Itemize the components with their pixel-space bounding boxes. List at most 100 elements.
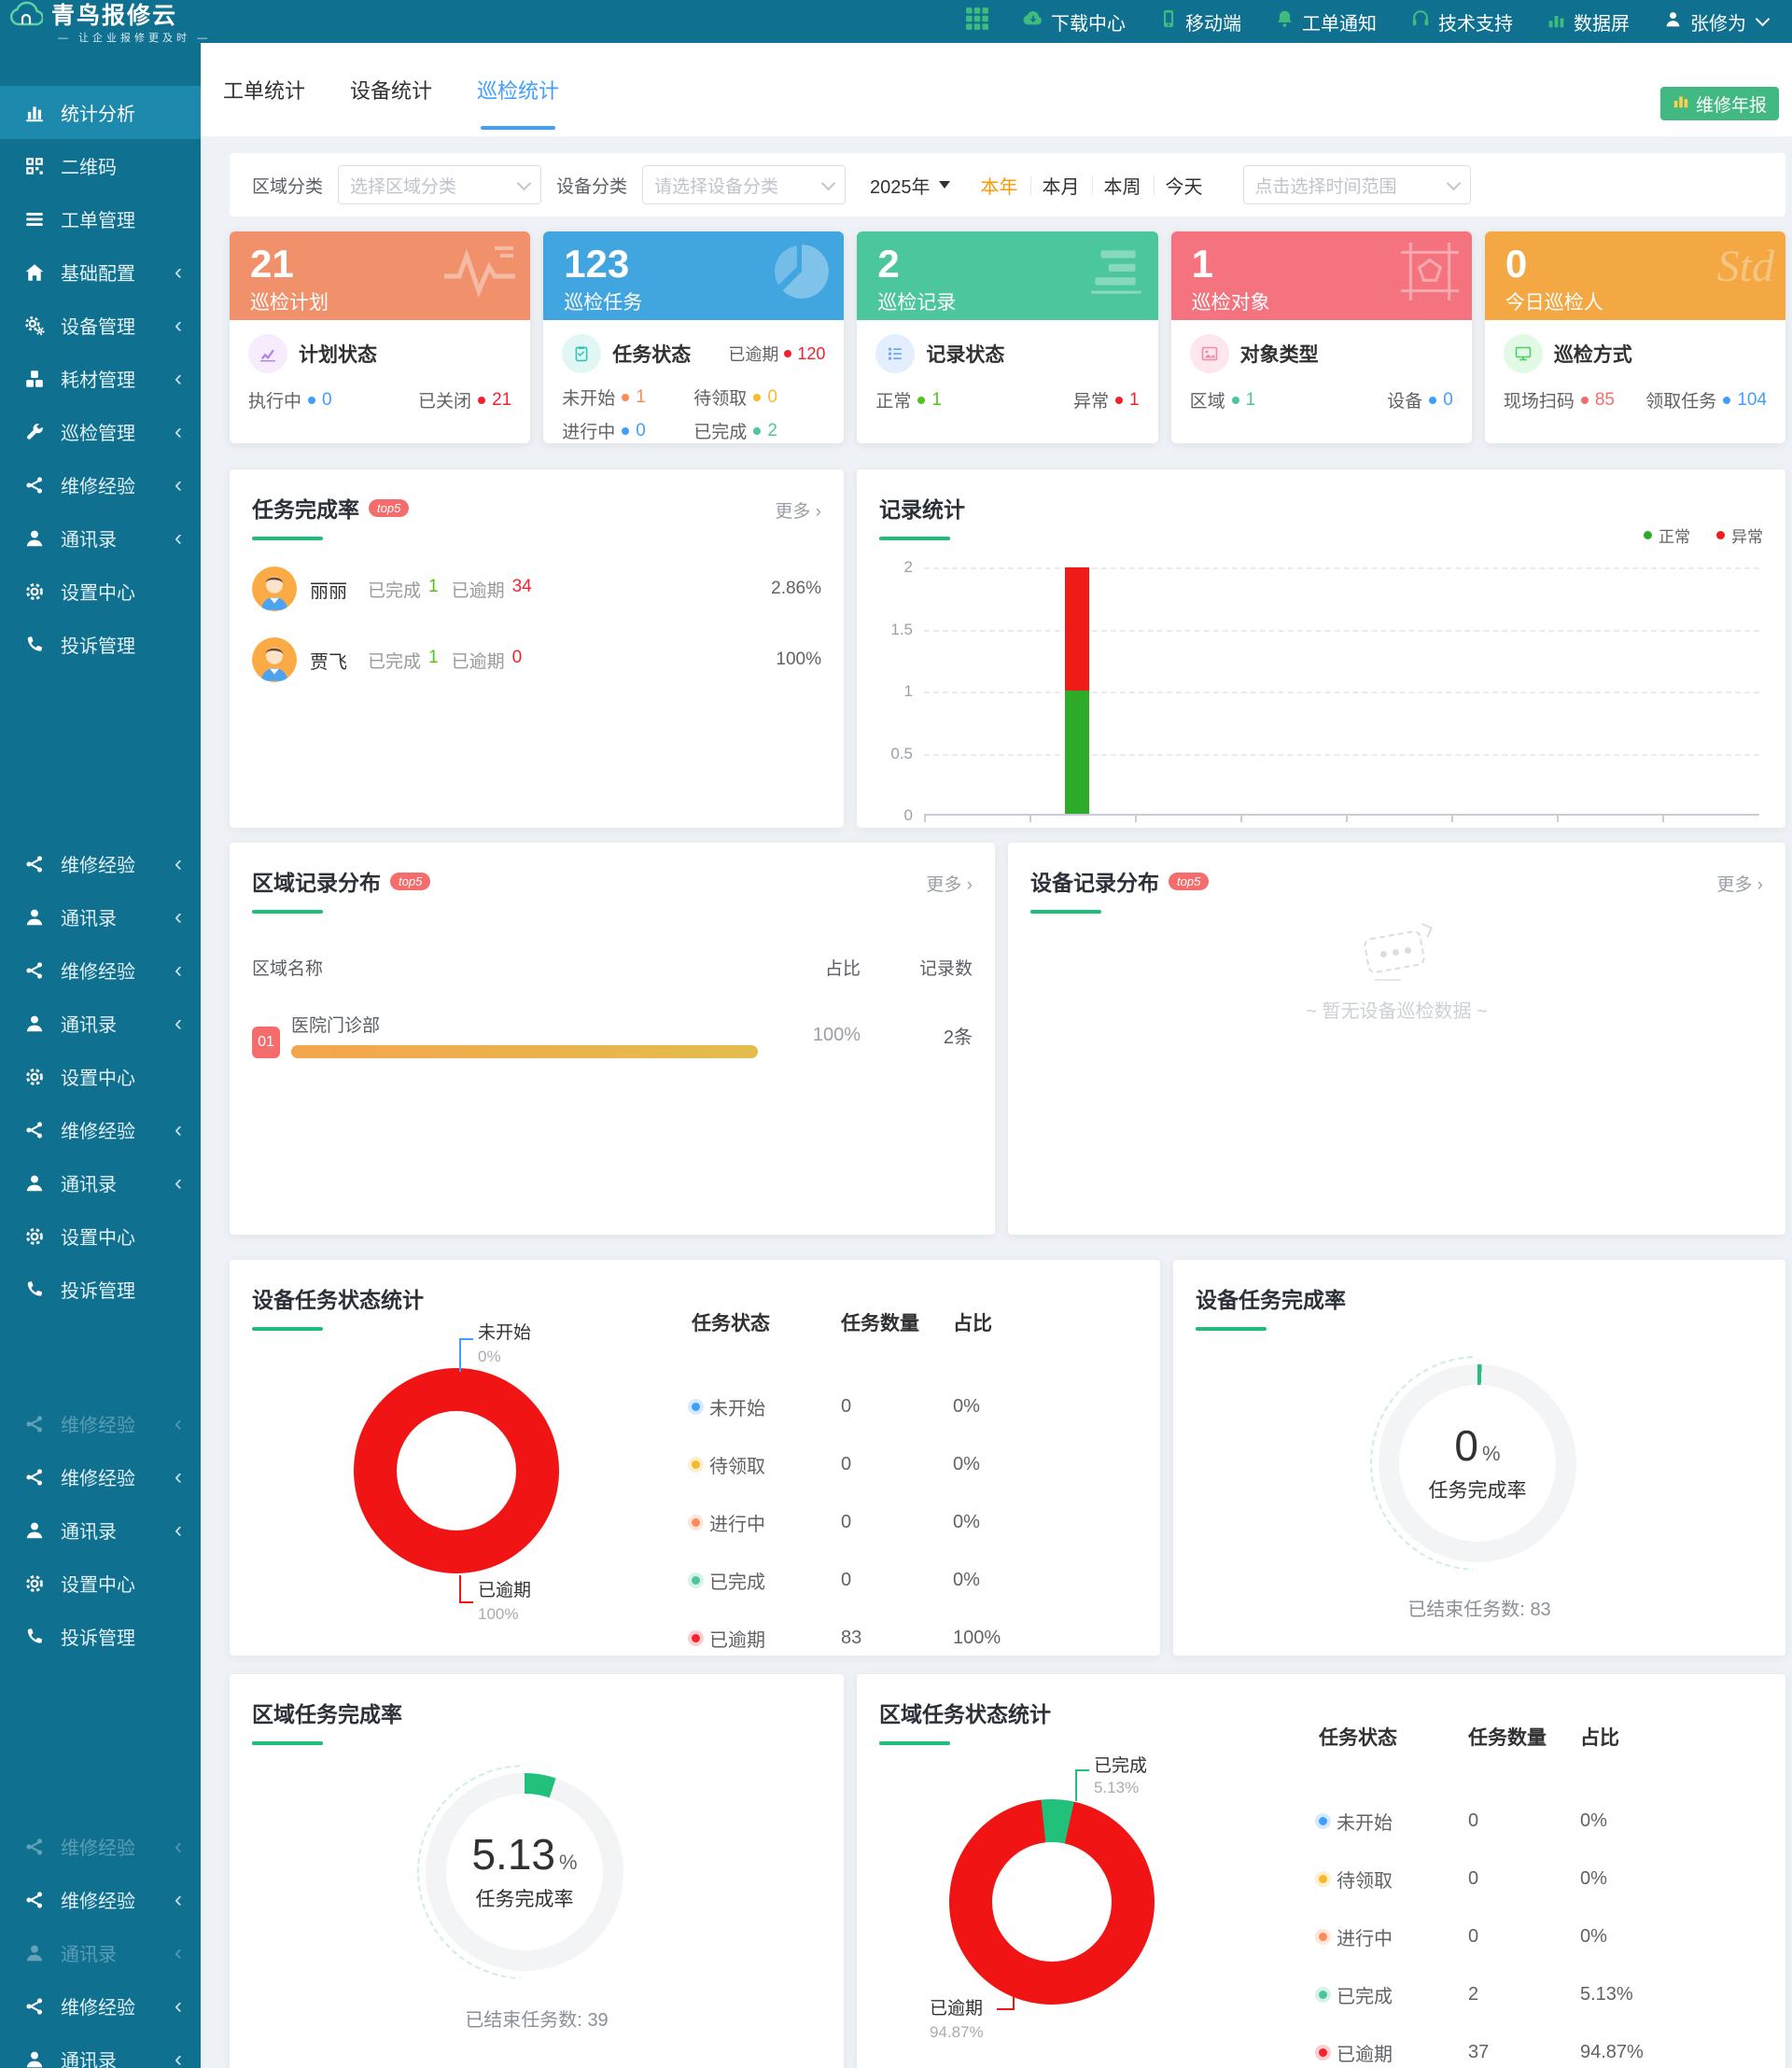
user-menu[interactable]: 张修为 <box>1663 8 1771 35</box>
gauge-unit: % <box>1482 1442 1501 1465</box>
tab-workorder-stats[interactable]: 工单统计 <box>223 79 306 103</box>
sidebar-item-label: 维修经验 <box>61 1892 135 1912</box>
brand-logo[interactable]: 青鸟报修云 — 让企业报修更及时 — <box>0 0 289 44</box>
tab-device-stats[interactable]: 设备统计 <box>350 79 433 103</box>
sidebar-item-workorders[interactable]: 工单管理 <box>0 192 201 245</box>
caret-down-icon <box>938 181 950 189</box>
sidebar-item-repair-experience[interactable]: 维修经验 ‹ <box>0 1820 201 1873</box>
sidebar-item-label: 维修经验 <box>61 1416 135 1436</box>
legend-abnormal[interactable]: 异常 <box>1716 524 1763 547</box>
nav-label: 下载中心 <box>1051 13 1126 35</box>
device-category-select[interactable]: 请选择设备分类 <box>642 165 847 204</box>
device-task-donut[interactable] <box>354 1368 559 1573</box>
top-header: 青鸟报修云 — 让企业报修更及时 — 下载中心 移动端 工单通知 技术支持 <box>0 0 1792 44</box>
status-dot <box>1315 1813 1331 1829</box>
sidebar-item-contacts[interactable]: 通讯录 ‹ <box>0 1503 201 1557</box>
nav-label: 工单通知 <box>1302 13 1377 35</box>
sidebar-item-complaints[interactable]: 投诉管理 <box>0 1610 201 1663</box>
sidebar-item-contacts[interactable]: 通讯录 ‹ <box>0 890 201 943</box>
more-link[interactable]: 更多 › <box>1716 875 1763 895</box>
sidebar-item-complaints[interactable]: 投诉管理 <box>0 1263 201 1316</box>
nav-download-center[interactable]: 下载中心 <box>1023 8 1126 35</box>
status-dot <box>1315 1987 1331 2003</box>
sidebar-item-contacts[interactable]: 通讯录 ‹ <box>0 2033 201 2068</box>
percent-value: 100% <box>812 1024 861 1045</box>
main-area: 工单统计 设备统计 巡检统计 维修年报 区域分类 选择区域分类 设备分类 请选择… <box>201 43 1792 2068</box>
filter-this-year[interactable]: 本年 <box>980 176 1018 198</box>
sidebar-item-consumables[interactable]: 耗材管理 ‹ <box>0 352 201 405</box>
panel-area-task-rate: 区域任务完成率 5.13% 任务完成率 已结束任务数: 39 <box>230 1674 844 2068</box>
chevron-down-icon <box>820 175 836 190</box>
table-row[interactable]: 01 医院门诊部 100% 2条 <box>252 1012 973 1058</box>
completion-gauge[interactable]: 5.13% 任务完成率 <box>426 1773 623 1971</box>
sidebar-item-inspection[interactable]: 巡检管理 ‹ <box>0 405 201 458</box>
year-select[interactable]: 2025年 <box>870 172 950 199</box>
sidebar-item-label: 通讯录 <box>61 1015 117 1036</box>
legend-normal[interactable]: 正常 <box>1644 524 1690 547</box>
table-header: 任务状态 任务数量 占比 <box>1319 1727 1619 1749</box>
sidebar-item-devices[interactable]: 设备管理 ‹ <box>0 299 201 352</box>
filter-this-week[interactable]: 本周 <box>1091 172 1154 199</box>
sidebar-item-settings[interactable]: 设置中心 <box>0 1557 201 1610</box>
sidebar-item-repair-experience[interactable]: 维修经验 ‹ <box>0 1873 201 1926</box>
card-inspection-plans[interactable]: 21 巡检计划 计划状态 执行中 0 已关闭 21 <box>230 231 531 443</box>
completion-gauge[interactable]: 0% 任务完成率 <box>1379 1364 1576 1562</box>
nav-tech-support[interactable]: 技术支持 <box>1410 8 1513 35</box>
sidebar-item-contacts[interactable]: 通讯录 ‹ <box>0 511 201 565</box>
share-icon <box>24 1890 45 1910</box>
nav-workorder-notice[interactable]: 工单通知 <box>1275 8 1377 35</box>
sidebar-item-contacts[interactable]: 通讯录 ‹ <box>0 1926 201 1979</box>
person-name: 贾飞 <box>310 651 347 673</box>
sidebar-item-complaints[interactable]: 投诉管理 <box>0 618 201 671</box>
sidebar-item-settings[interactable]: 设置中心 <box>0 1050 201 1103</box>
sidebar-item-repair-experience[interactable]: 维修经验 ‹ <box>0 458 201 511</box>
device-filter-label: 设备分类 <box>556 176 628 197</box>
stats-tabbar: 工单统计 设备统计 巡检统计 维修年报 <box>201 43 1792 136</box>
card-inspection-tasks[interactable]: 123 巡检任务 任务状态 已逾期 120 <box>543 231 845 443</box>
sidebar-item-repair-experience[interactable]: 维修经验 ‹ <box>0 943 201 997</box>
sidebar-item-settings[interactable]: 设置中心 <box>0 565 201 618</box>
sidebar-item-settings[interactable]: 设置中心 <box>0 1209 201 1263</box>
sidebar-item-label: 通讯录 <box>61 1175 117 1195</box>
tab-inspection-stats[interactable]: 巡检统计 <box>477 43 559 136</box>
sidebar-item-contacts[interactable]: 通讯录 ‹ <box>0 1156 201 1209</box>
sidebar-item-repair-experience[interactable]: 维修经验 ‹ <box>0 1397 201 1450</box>
filter-today[interactable]: 今天 <box>1153 172 1215 199</box>
nav-data-screen[interactable]: 数据屏 <box>1547 8 1630 35</box>
nav-label: 移动端 <box>1185 13 1241 35</box>
stacked-bar[interactable] <box>1065 567 1089 814</box>
rank-badge: 01 <box>252 1027 280 1058</box>
empty-text: ~ 暂无设备巡检数据 ~ <box>1306 1001 1488 1022</box>
card-title: 巡检对象 <box>1191 292 1270 314</box>
sidebar-item-repair-experience[interactable]: 维修经验 ‹ <box>0 1450 201 1503</box>
card-inspection-objects[interactable]: 1 巡检对象 对象类型 区域 1 设备 0 <box>1170 231 1472 443</box>
sidebar-item-contacts[interactable]: 通讯录 ‹ <box>0 997 201 1050</box>
more-link[interactable]: 更多 › <box>926 875 973 895</box>
apps-grid-icon[interactable] <box>965 7 989 36</box>
sidebar-item-repair-experience[interactable]: 维修经验 ‹ <box>0 837 201 890</box>
sidebar-item-qrcode[interactable]: 二维码 <box>0 139 201 192</box>
stat-label: 已逾期 <box>728 345 779 364</box>
nav-mobile[interactable]: 移动端 <box>1159 8 1241 35</box>
sidebar-item-basic-config[interactable]: 基础配置 ‹ <box>0 245 201 299</box>
annual-report-button[interactable]: 维修年报 <box>1659 87 1779 120</box>
share-icon <box>24 1414 45 1434</box>
time-range-picker[interactable]: 点击选择时间范围 <box>1242 165 1471 204</box>
stat-label: 领取任务 <box>1645 392 1717 412</box>
callout-value: 94.87% <box>930 2023 984 2041</box>
status-dot <box>1315 2045 1331 2061</box>
area-task-donut[interactable] <box>949 1799 1155 2005</box>
sidebar-item-statistics[interactable]: 统计分析 <box>0 86 201 139</box>
card-inspection-records[interactable]: 2 巡检记录 记录状态 正常 1 异常 1 <box>857 231 1158 443</box>
card-today-inspectors[interactable]: 0 今日巡检人 Std 巡检方式 现场扫码 85 领取任务 104 <box>1484 231 1786 443</box>
more-link[interactable]: 更多 › <box>775 502 821 522</box>
section-title: 记录状态 <box>926 344 1005 366</box>
card-body: 任务状态 已逾期 120 未开始 1 待领取 0 进行中 0 已完成 2 <box>543 320 844 443</box>
filter-this-month[interactable]: 本月 <box>1029 172 1092 199</box>
area-category-select[interactable]: 选择区域分类 <box>338 165 542 204</box>
sidebar-item-repair-experience[interactable]: 维修经验 ‹ <box>0 1979 201 2033</box>
sidebar-item-repair-experience[interactable]: 维修经验 ‹ <box>0 1103 201 1156</box>
list-icon <box>24 209 45 230</box>
stat-label: 已逾期 <box>451 651 505 672</box>
sidebar-item-label: 耗材管理 <box>61 370 135 391</box>
